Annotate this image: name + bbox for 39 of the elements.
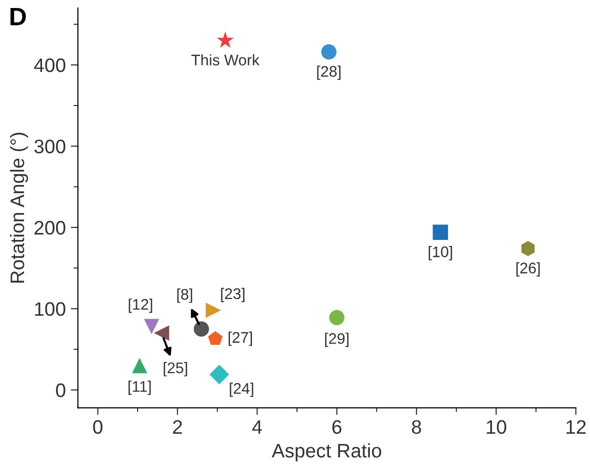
- y-axis-title: Rotation Angle (°): [10, 132, 28, 283]
- y-tick-label: 100: [35, 302, 66, 316]
- point: [154, 325, 170, 341]
- x-tick-label: 4: [252, 420, 262, 434]
- series-label: [8]: [177, 288, 192, 303]
- x-tick-label: 6: [332, 420, 342, 434]
- point: [144, 318, 160, 334]
- y-tick-label: 300: [34, 140, 66, 154]
- series-label: [12]: [128, 298, 152, 313]
- series-label: [29]: [325, 332, 348, 347]
- point: [209, 364, 230, 384]
- point: [132, 358, 148, 374]
- series-label: This Work: [191, 54, 260, 66]
- point: [521, 240, 535, 256]
- text: D: [10, 8, 26, 26]
- series-label: [23]: [221, 288, 244, 302]
- x-tick-label: 8: [412, 420, 422, 434]
- x-tick-label: 2: [173, 420, 182, 434]
- point: [194, 321, 210, 337]
- y-tick-label: 0: [56, 383, 66, 398]
- point: [216, 32, 234, 48]
- y-tick-label: 200: [34, 220, 66, 235]
- series-label: [10]: [428, 246, 452, 260]
- series-label: [25]: [164, 362, 188, 376]
- point: [432, 224, 448, 240]
- series-label: [26]: [516, 262, 540, 276]
- x-axis-title: Aspect Ratio: [272, 443, 382, 462]
- point: [206, 302, 221, 318]
- point: [321, 44, 336, 60]
- point: [208, 331, 223, 345]
- series-label: [24]: [230, 382, 254, 397]
- series-label: [27]: [228, 332, 252, 346]
- series-label: [11]: [128, 380, 151, 395]
- x-tick-label: 10: [486, 420, 506, 434]
- series-label: [28]: [317, 66, 341, 80]
- point: [329, 310, 344, 326]
- y-tick-label: 400: [34, 58, 66, 72]
- x-tick-label: 12: [566, 420, 586, 434]
- x-tick-label: 0: [93, 420, 102, 434]
